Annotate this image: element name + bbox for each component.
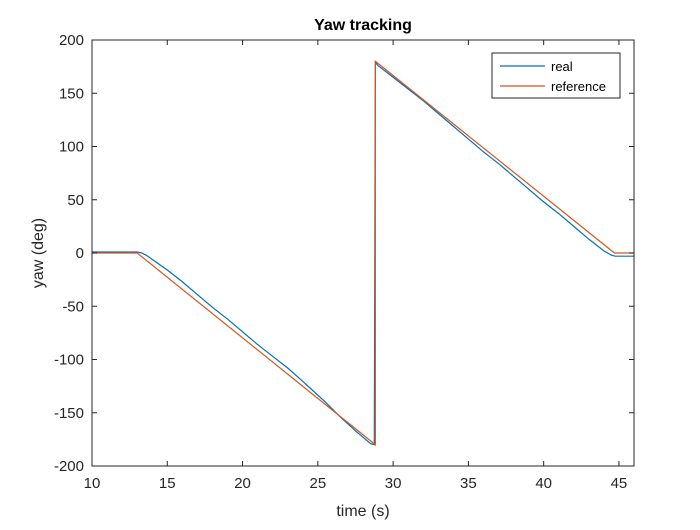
legend-label-reference: reference <box>551 79 606 94</box>
plot-area <box>92 40 634 466</box>
x-tick-label-40: 40 <box>535 475 552 492</box>
x-tick-label-30: 30 <box>385 475 402 492</box>
legend-box <box>491 52 621 99</box>
y-tick-label-200: 200 <box>59 32 84 49</box>
y-tick-label--200: -200 <box>54 458 84 475</box>
legend: real reference <box>491 52 621 99</box>
x-tick-label-20: 20 <box>234 475 251 492</box>
y-tick-label-100: 100 <box>59 139 84 156</box>
y-axis-label: yaw (deg) <box>30 218 47 288</box>
tick-layer: 10 15 20 25 30 35 40 45 -200 -150 -100 -50 0 50 100 150… <box>54 32 634 492</box>
y-tick-label--150: -150 <box>54 405 84 422</box>
x-axis-label: time (s) <box>336 503 389 520</box>
y-tick-label-50: 50 <box>67 192 84 209</box>
x-tick-label-35: 35 <box>460 475 477 492</box>
x-tick-label-10: 10 <box>84 475 101 492</box>
y-tick-label-150: 150 <box>59 85 84 102</box>
chart-title: Yaw tracking <box>314 17 412 34</box>
series-line-reference <box>92 60 634 446</box>
x-tick-label-45: 45 <box>611 475 628 492</box>
y-tick-label-0: 0 <box>76 245 84 262</box>
legend-label-real: real <box>551 59 573 74</box>
series-line-real <box>92 60 634 446</box>
y-tick-label--100: -100 <box>54 352 84 369</box>
x-tick-label-15: 15 <box>159 475 176 492</box>
series-layer <box>92 60 634 446</box>
y-tick-label--50: -50 <box>62 298 84 315</box>
x-tick-label-25: 25 <box>309 475 326 492</box>
